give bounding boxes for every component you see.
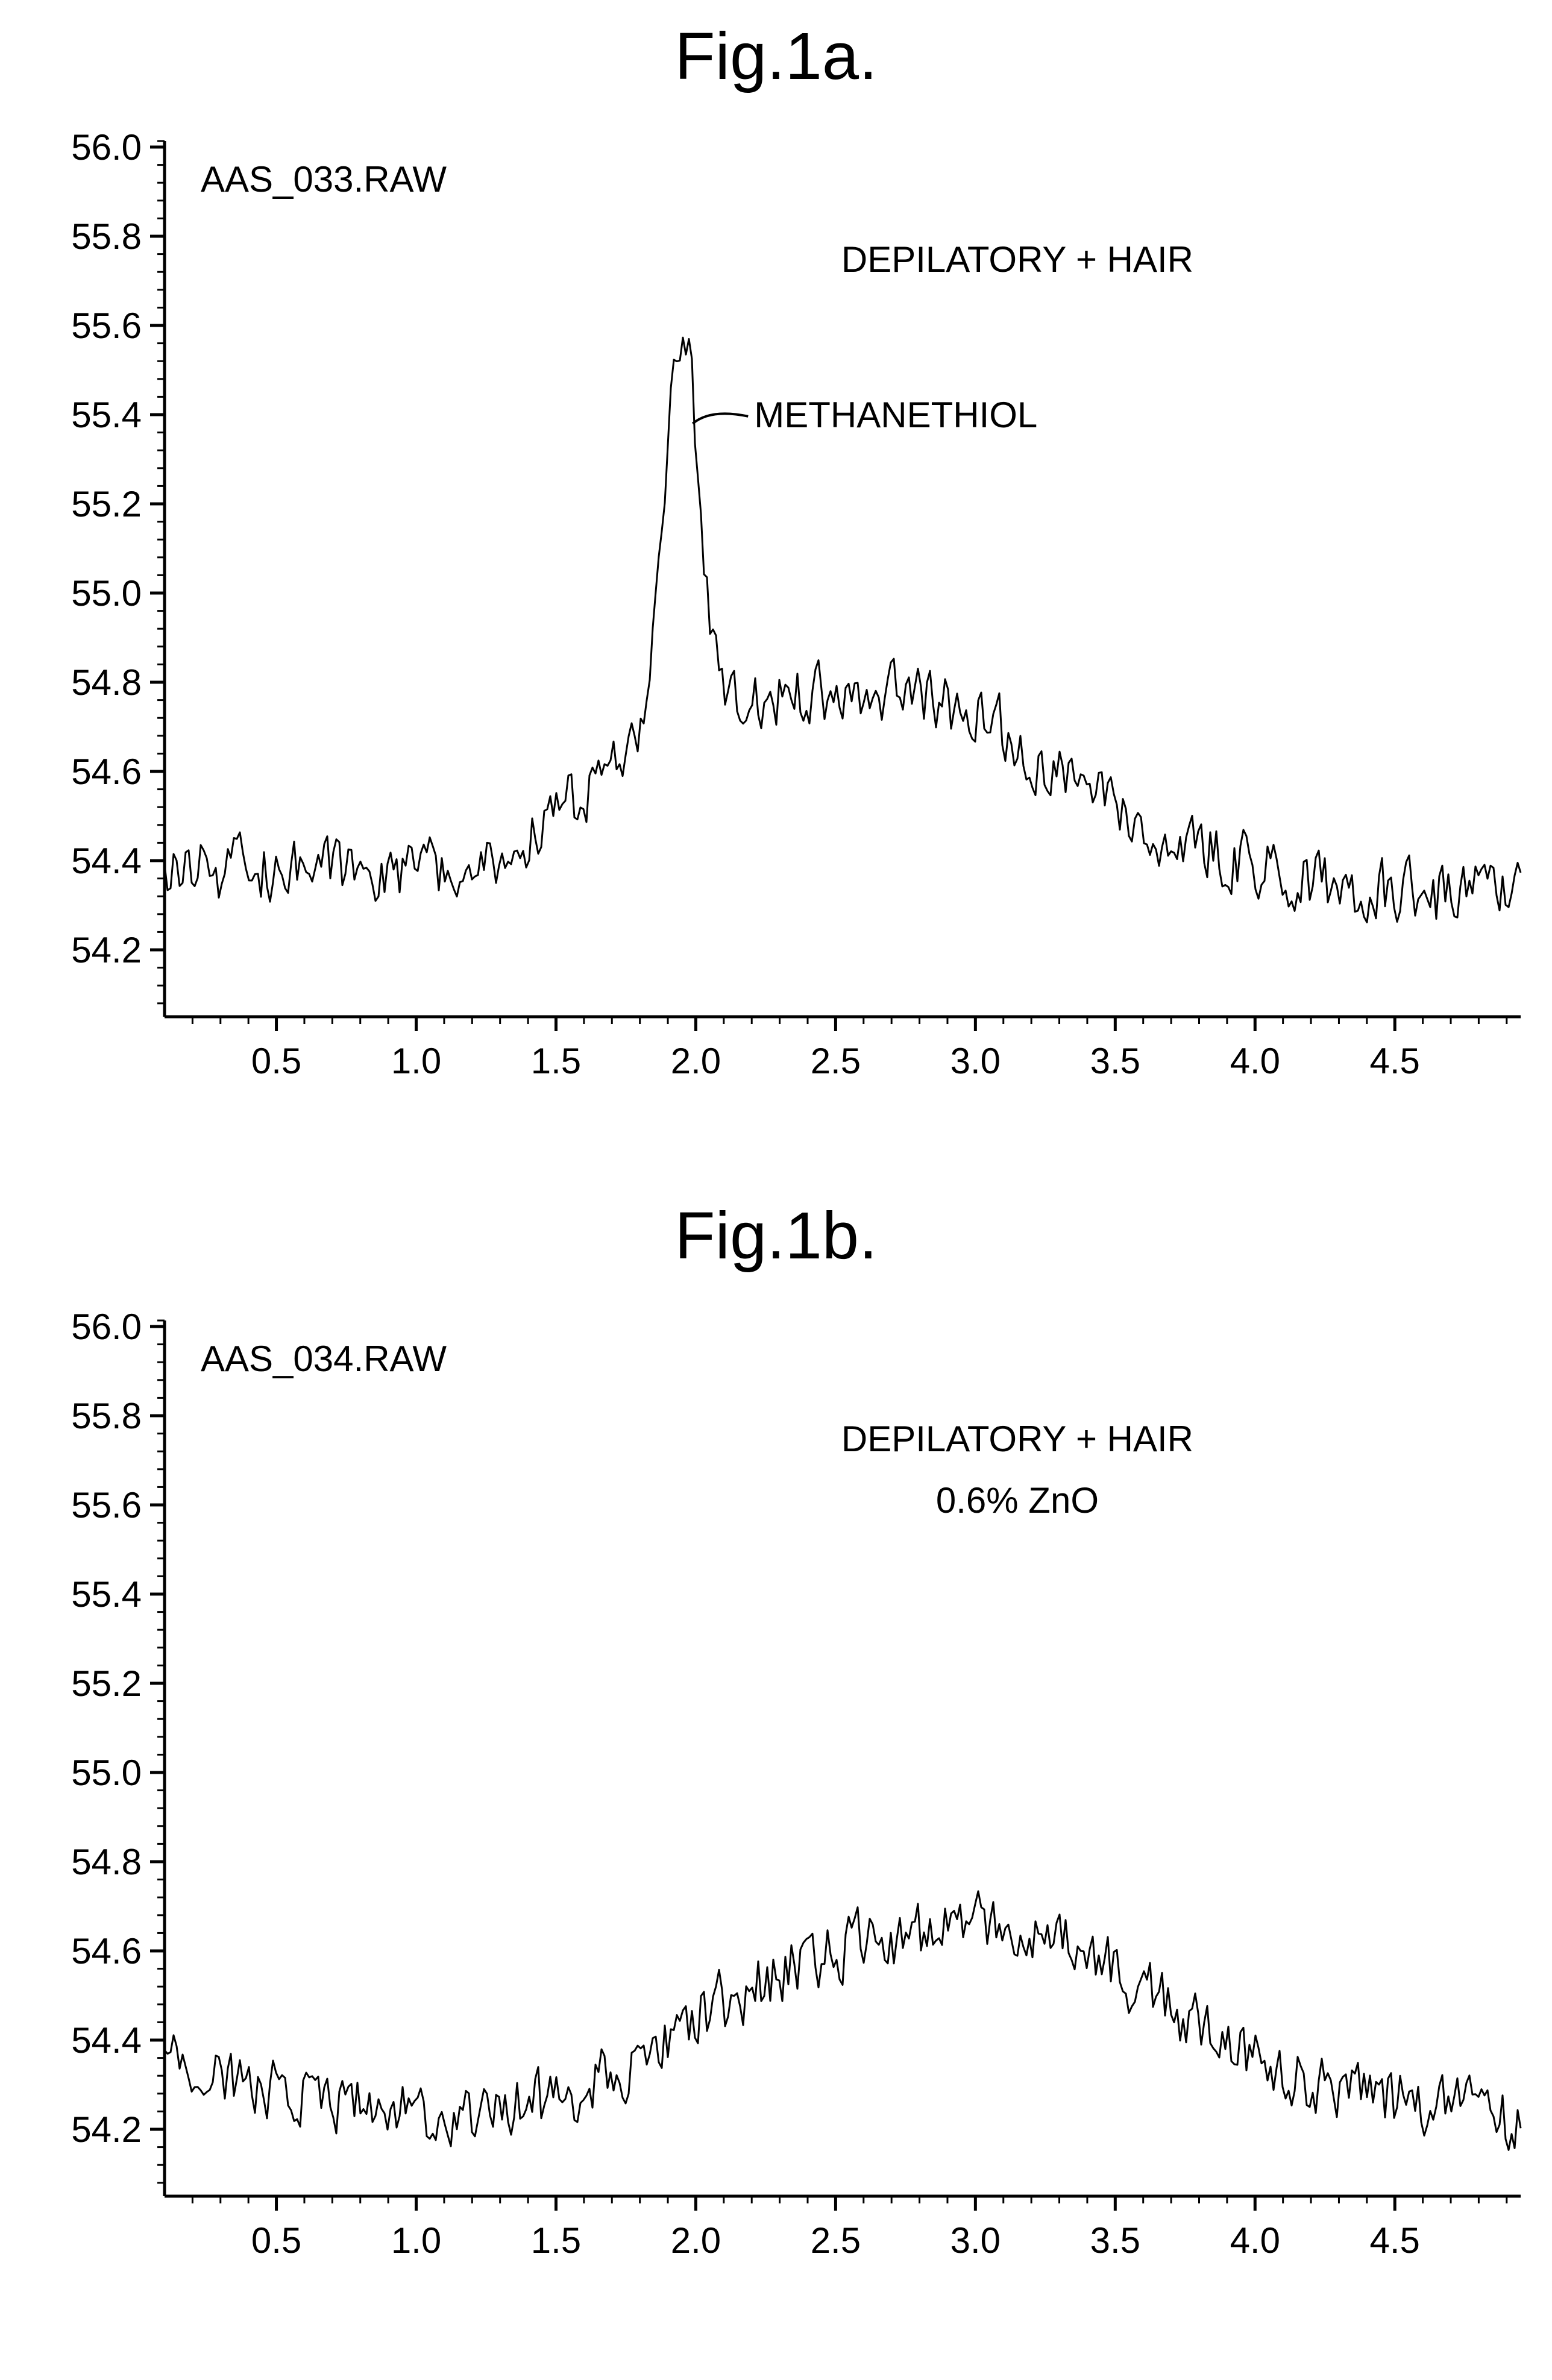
y-tick-label: 55.2 xyxy=(71,484,142,524)
x-tick-label: 2.5 xyxy=(810,1041,860,1081)
y-tick-label: 55.6 xyxy=(71,1485,142,1525)
x-tick-label: 2.0 xyxy=(670,1041,720,1081)
y-tick-label: 54.6 xyxy=(71,752,142,792)
y-tick-label: 54.4 xyxy=(71,2020,142,2061)
y-tick-label: 55.0 xyxy=(71,1753,142,1793)
x-tick-label: 4.0 xyxy=(1230,2220,1280,2261)
x-tick-label: 0.5 xyxy=(251,2220,301,2261)
x-tick-label: 4.0 xyxy=(1230,1041,1280,1081)
x-tick-label: 1.0 xyxy=(391,1041,441,1081)
condition-label: 0.6% ZnO xyxy=(935,1480,1098,1521)
x-tick-label: 1.5 xyxy=(530,1041,580,1081)
y-tick-label: 55.8 xyxy=(71,216,142,257)
y-tick-label: 54.4 xyxy=(71,841,142,881)
y-tick-label: 56.0 xyxy=(71,127,142,168)
chart-1a: 54.2 54.4 54.6 54.8 55.0 55.2 55.4 55.6 55.8 56.0… xyxy=(8,107,1545,1125)
x-tick-label: 4.5 xyxy=(1369,1041,1419,1081)
x-tick-label: 2.0 xyxy=(670,2220,720,2261)
x-tick-label: 3.0 xyxy=(950,2220,1000,2261)
y-tick-label: 54.8 xyxy=(71,662,142,703)
figure-1a-title: Fig.1a. xyxy=(674,18,877,95)
page: Fig.1a. 54.2 54.4 54.6 54.8 55.0 55.2 55.4 55.6… xyxy=(0,0,1552,2380)
condition-label: DEPILATORY + HAIR xyxy=(841,239,1193,280)
y-tick-label: 54.6 xyxy=(71,1931,142,1971)
y-tick-label: 55.6 xyxy=(71,306,142,346)
x-tick-label: 3.0 xyxy=(950,1041,1000,1081)
x-tick-label: 3.5 xyxy=(1090,2220,1140,2261)
y-tick-label: 55.0 xyxy=(71,573,142,614)
x-tick-label: 3.5 xyxy=(1090,1041,1140,1081)
condition-label: DEPILATORY + HAIR xyxy=(841,1419,1193,1459)
peak-label: METHANETHIOL xyxy=(754,395,1037,435)
y-tick-label: 55.8 xyxy=(71,1396,142,1436)
y-tick-label: 54.2 xyxy=(71,2109,142,2150)
y-tick-label: 55.4 xyxy=(71,1574,142,1615)
figure-1b-title: Fig.1b. xyxy=(674,1198,877,1274)
x-tick-label: 1.0 xyxy=(391,2220,441,2261)
y-tick-label: 56.0 xyxy=(71,1307,142,1347)
x-tick-label: 0.5 xyxy=(251,1041,301,1081)
file-label: AAS_033.RAW xyxy=(201,159,447,199)
chart-1a-svg: 54.2 54.4 54.6 54.8 55.0 55.2 55.4 55.6 55.8 56.0… xyxy=(8,107,1545,1125)
y-tick-label: 54.2 xyxy=(71,930,142,970)
y-tick-label: 55.4 xyxy=(71,395,142,435)
y-tick-label: 54.8 xyxy=(71,1842,142,1882)
y-tick-label: 55.2 xyxy=(71,1663,142,1704)
chart-1b-svg: 54.2 54.4 54.6 54.8 55.0 55.2 55.4 55.6 55.8 56.0… xyxy=(8,1286,1545,2305)
chart-1b: 54.2 54.4 54.6 54.8 55.0 55.2 55.4 55.6 55.8 56.0… xyxy=(8,1286,1545,2305)
x-tick-label: 1.5 xyxy=(530,2220,580,2261)
x-tick-label: 4.5 xyxy=(1369,2220,1419,2261)
x-tick-label: 2.5 xyxy=(810,2220,860,2261)
file-label: AAS_034.RAW xyxy=(201,1339,447,1379)
